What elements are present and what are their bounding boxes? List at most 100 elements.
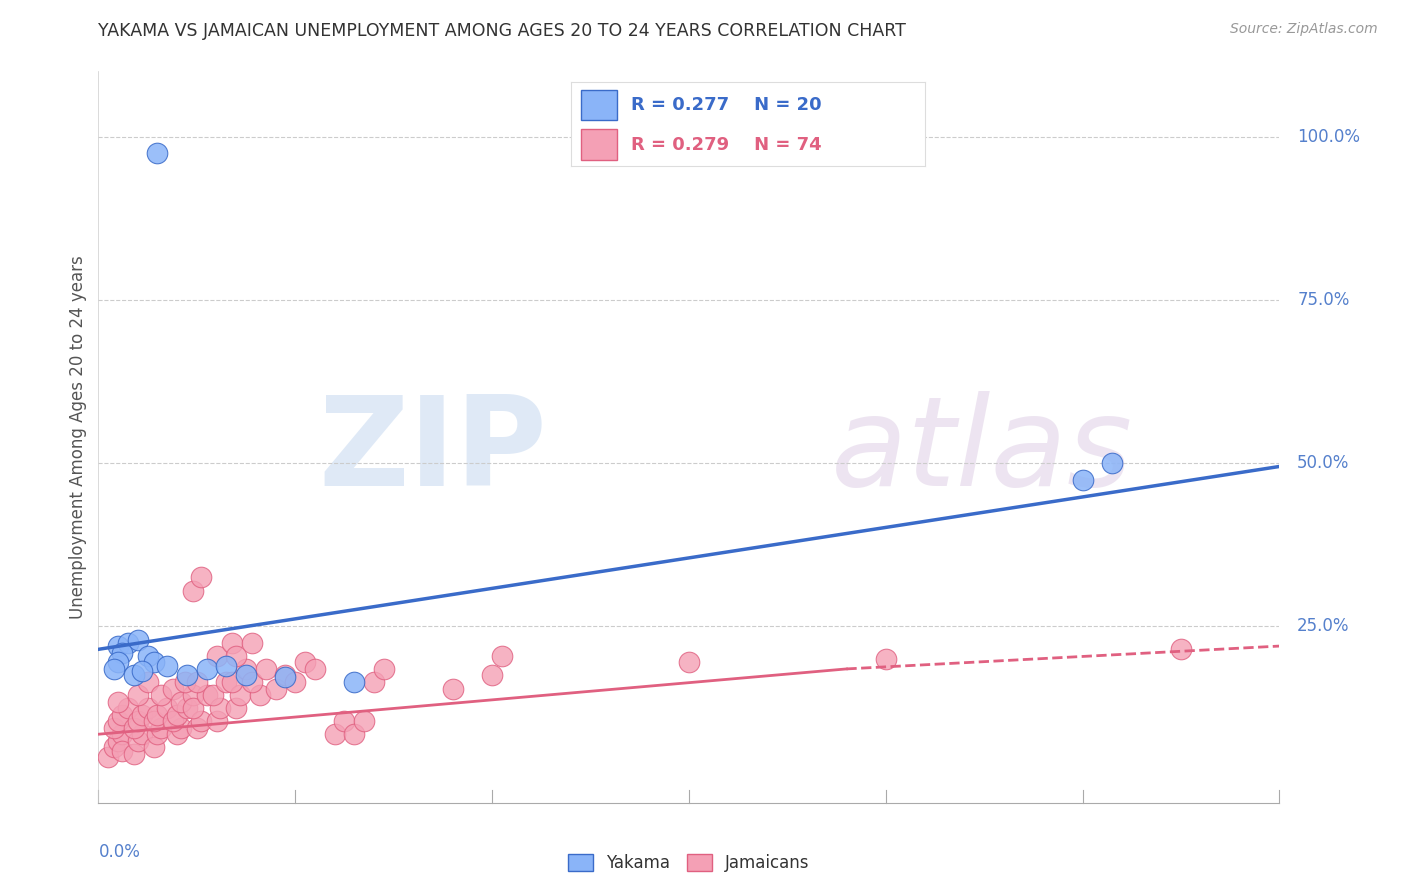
- Point: [294, 656, 316, 670]
- Point: [221, 675, 243, 690]
- Point: [235, 668, 257, 682]
- Point: [1071, 473, 1094, 487]
- Point: [221, 636, 243, 650]
- Text: YAKAMA VS JAMAICAN UNEMPLOYMENT AMONG AGES 20 TO 24 YEARS CORRELATION CHART: YAKAMA VS JAMAICAN UNEMPLOYMENT AMONG AG…: [98, 22, 907, 40]
- Point: [264, 681, 287, 696]
- Point: [195, 688, 218, 702]
- Point: [353, 714, 375, 728]
- Point: [166, 707, 188, 722]
- Point: [97, 750, 120, 764]
- Point: [274, 668, 297, 682]
- Point: [249, 688, 271, 702]
- Point: [122, 668, 145, 682]
- Point: [240, 636, 263, 650]
- Point: [107, 639, 129, 653]
- Point: [181, 583, 204, 598]
- Point: [111, 727, 134, 741]
- Point: [162, 714, 184, 728]
- Point: [215, 675, 238, 690]
- Point: [111, 646, 134, 660]
- Point: [215, 658, 238, 673]
- Point: [146, 727, 169, 741]
- Point: [235, 662, 257, 676]
- Point: [127, 688, 149, 702]
- Point: [225, 648, 247, 663]
- Text: Source: ZipAtlas.com: Source: ZipAtlas.com: [1230, 22, 1378, 37]
- Point: [107, 733, 129, 747]
- Point: [284, 675, 307, 690]
- Point: [181, 688, 204, 702]
- Point: [186, 675, 208, 690]
- Point: [481, 668, 503, 682]
- Point: [304, 662, 326, 676]
- Point: [333, 714, 356, 728]
- Point: [176, 701, 198, 715]
- Point: [142, 656, 165, 670]
- Point: [107, 695, 129, 709]
- Point: [111, 743, 134, 757]
- Point: [343, 675, 366, 690]
- Point: [136, 675, 159, 690]
- Text: 25.0%: 25.0%: [1298, 617, 1350, 635]
- Point: [127, 733, 149, 747]
- Point: [205, 648, 228, 663]
- Point: [875, 652, 897, 666]
- Point: [131, 707, 153, 722]
- Point: [146, 707, 169, 722]
- Point: [678, 656, 700, 670]
- Point: [136, 648, 159, 663]
- Point: [181, 701, 204, 715]
- Point: [103, 721, 125, 735]
- Point: [1101, 456, 1123, 470]
- Point: [127, 714, 149, 728]
- Text: atlas: atlas: [831, 392, 1133, 512]
- Point: [441, 681, 464, 696]
- Point: [111, 707, 134, 722]
- Point: [156, 701, 179, 715]
- Point: [190, 714, 212, 728]
- Text: 75.0%: 75.0%: [1298, 291, 1350, 309]
- Point: [491, 648, 513, 663]
- Point: [107, 656, 129, 670]
- Point: [240, 675, 263, 690]
- Y-axis label: Unemployment Among Ages 20 to 24 years: Unemployment Among Ages 20 to 24 years: [69, 255, 87, 619]
- Point: [146, 146, 169, 161]
- Point: [254, 662, 277, 676]
- Point: [150, 688, 173, 702]
- Point: [136, 701, 159, 715]
- Point: [142, 714, 165, 728]
- Point: [117, 636, 139, 650]
- Point: [170, 721, 193, 735]
- Text: 0.0%: 0.0%: [98, 843, 141, 861]
- Point: [131, 727, 153, 741]
- Point: [209, 701, 232, 715]
- Point: [1170, 642, 1192, 657]
- Point: [195, 662, 218, 676]
- Point: [150, 721, 173, 735]
- Legend: Yakama, Jamaicans: Yakama, Jamaicans: [561, 847, 817, 879]
- Point: [205, 714, 228, 728]
- Point: [103, 740, 125, 755]
- Point: [373, 662, 395, 676]
- Point: [363, 675, 385, 690]
- Point: [343, 727, 366, 741]
- Point: [274, 670, 297, 684]
- Point: [176, 668, 198, 682]
- Point: [122, 721, 145, 735]
- Text: ZIP: ZIP: [319, 392, 547, 512]
- Point: [186, 721, 208, 735]
- Point: [170, 695, 193, 709]
- Point: [201, 688, 224, 702]
- Point: [107, 714, 129, 728]
- Point: [323, 727, 346, 741]
- Point: [225, 701, 247, 715]
- Point: [162, 681, 184, 696]
- Point: [174, 675, 197, 690]
- Point: [142, 740, 165, 755]
- Point: [229, 688, 252, 702]
- Point: [166, 727, 188, 741]
- Text: 100.0%: 100.0%: [1298, 128, 1360, 145]
- Point: [190, 570, 212, 584]
- Point: [131, 664, 153, 678]
- Point: [127, 632, 149, 647]
